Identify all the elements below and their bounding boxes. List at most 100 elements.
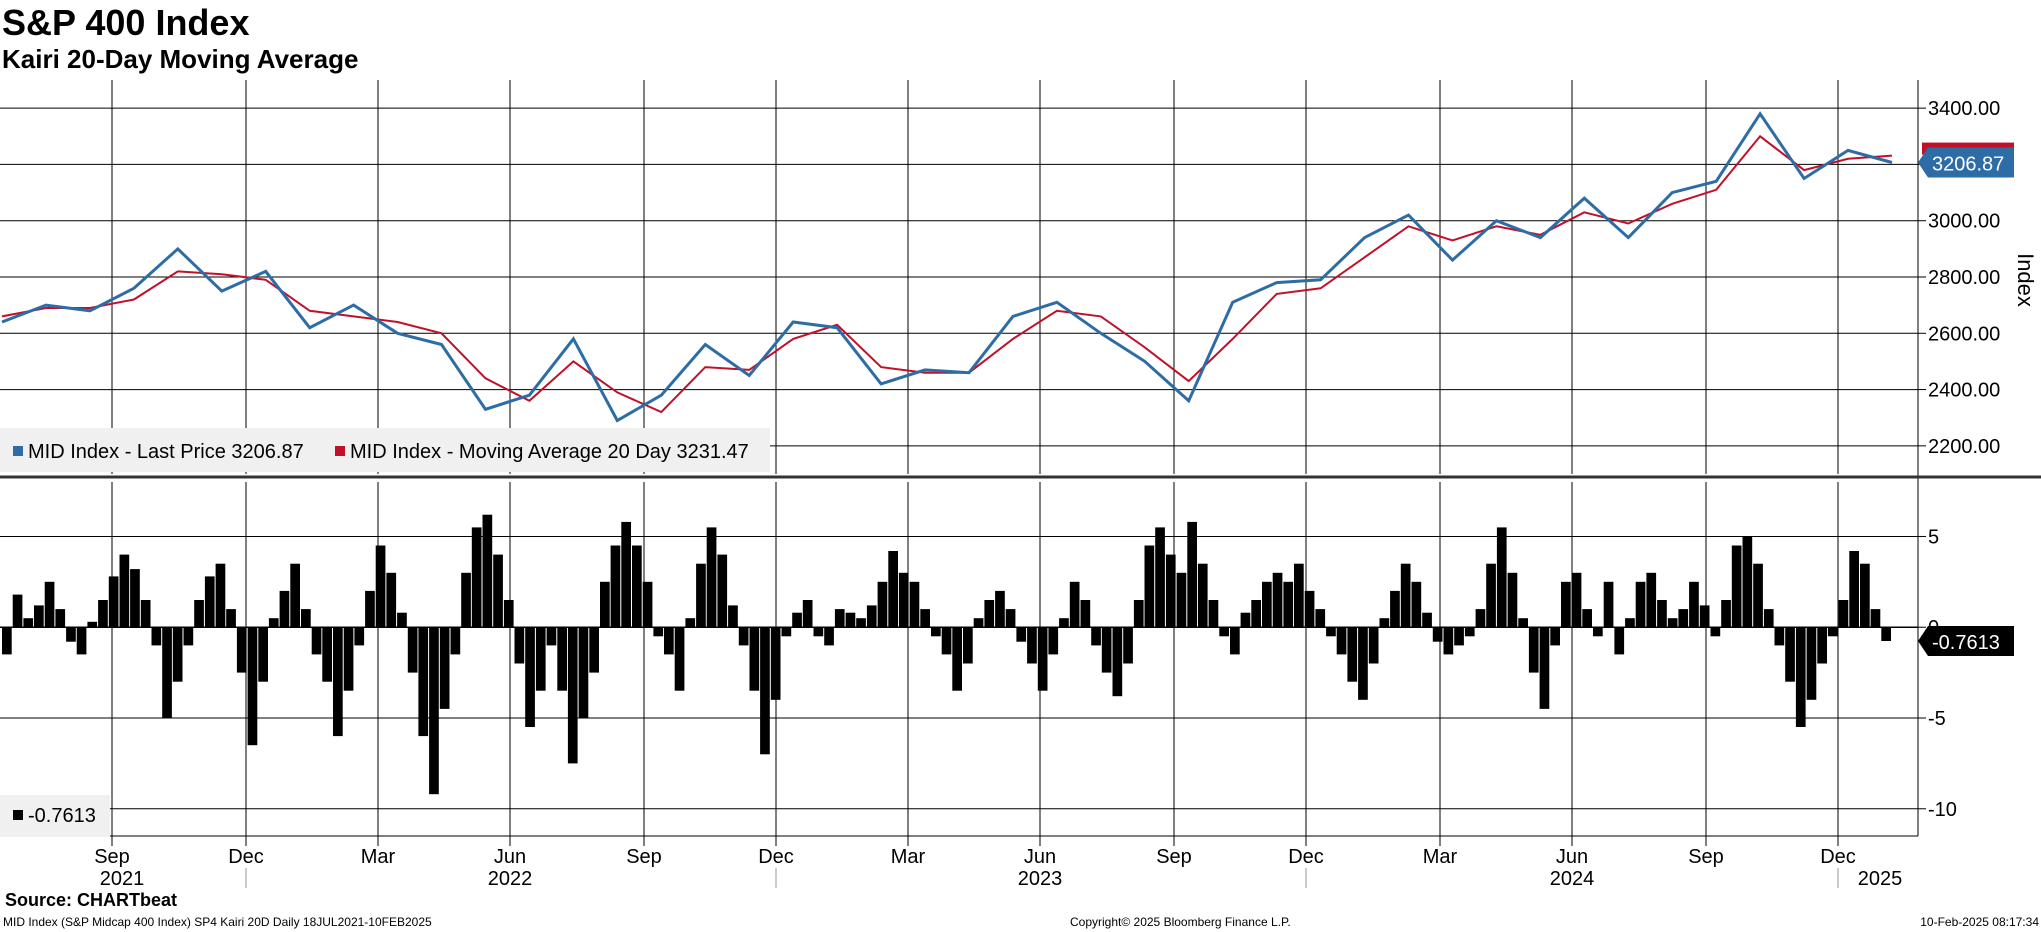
y-tick-labels: 2200.002400.002600.002800.003000.003200.… <box>1928 98 2000 821</box>
chart-title: S&P 400 Index <box>2 2 250 43</box>
kairi-bar <box>1368 627 1379 664</box>
kairi-bar <box>952 627 962 691</box>
kairi-bar <box>1411 581 1422 628</box>
month-tick-label: Mar <box>1423 846 1458 868</box>
kairi-bar <box>1294 563 1304 628</box>
kairi-bar <box>1742 536 1753 628</box>
kairi-bar <box>301 609 311 628</box>
kairi-bar <box>1689 581 1699 628</box>
kairi-bar <box>397 612 407 628</box>
month-tick-label: Mar <box>361 846 396 868</box>
kairi-bar <box>1827 627 1838 637</box>
kairi-bar <box>1849 551 1859 628</box>
kairi-bar <box>1133 600 1144 628</box>
kairi-bar <box>1347 627 1358 682</box>
month-tick-label: Dec <box>1288 846 1324 868</box>
kairi-bar <box>1561 581 1571 628</box>
year-tick-label: 2022 <box>488 868 533 890</box>
kairi-bar <box>685 618 696 628</box>
kairi-bar <box>632 545 642 628</box>
upper-y-tick-label: 2400.00 <box>1928 380 2000 402</box>
kairi-bar <box>1027 627 1037 664</box>
kairi-bar <box>279 590 290 628</box>
y-axis-label: Index <box>2013 253 2038 307</box>
kairi-bar <box>98 600 108 628</box>
kairi-bar <box>834 609 845 628</box>
kairi-bar <box>1774 627 1785 646</box>
kairi-bar <box>450 627 461 655</box>
kairi-bar <box>1037 627 1048 691</box>
kairi-bar <box>706 527 717 628</box>
kairi-bar <box>1187 521 1197 628</box>
kairi-bar <box>1785 627 1795 682</box>
footer-copyright: Copyright© 2025 Bloomberg Finance L.P. <box>1070 915 1291 929</box>
kairi-bar <box>1304 590 1315 628</box>
kairi-bar <box>1603 581 1614 628</box>
kairi-bar <box>1208 600 1219 628</box>
month-tick-label: Dec <box>758 846 794 868</box>
legend-ma-swatch <box>335 446 345 456</box>
last-value-tags: 3206.87 -0.7613 <box>1918 142 2014 657</box>
month-tick-label: Sep <box>626 846 662 868</box>
kairi-bar <box>1699 605 1710 628</box>
kairi-bar <box>1059 618 1069 628</box>
month-tick-label: Jun <box>1556 846 1588 868</box>
lower-legend: -0.7613 <box>0 795 110 837</box>
kairi-bar <box>888 551 898 628</box>
kairi-bar <box>1101 627 1112 673</box>
kairi-bar <box>963 627 973 664</box>
kairi-bar <box>1625 618 1635 628</box>
kairi-bar <box>333 627 343 737</box>
year-tick-label: 2025 <box>1858 868 1903 890</box>
kairi-bar <box>247 627 258 746</box>
legend-kairi-label: -0.7613 <box>28 805 96 827</box>
kairi-bar <box>1667 618 1678 628</box>
kairi-bar <box>1016 627 1027 642</box>
upper-y-tick-label: 2200.00 <box>1928 436 2000 458</box>
kairi-bar <box>535 627 546 691</box>
kairi-bar <box>1155 527 1165 628</box>
kairi-bar <box>1870 609 1881 628</box>
kairi-bar <box>130 569 140 628</box>
legend-ma-label: MID Index - Moving Average 20 Day 3231.4… <box>350 441 749 463</box>
kairi-bar <box>621 521 631 628</box>
kairi-bar <box>1593 627 1603 637</box>
kairi-bar <box>386 572 397 628</box>
kairi-bar <box>119 554 130 628</box>
kairi-bar <box>1763 609 1774 628</box>
kairi-bar <box>877 581 888 628</box>
x-tick-labels: Sep Dec Mar Jun Sep Dec Mar Jun Sep Dec Mar Jun Sep D… <box>94 846 1902 890</box>
kairi-bar <box>162 627 172 718</box>
kairi-bar <box>717 554 728 628</box>
kairi-bar <box>973 618 984 628</box>
kairi-bar <box>546 627 557 646</box>
kairi-bar <box>1464 627 1475 637</box>
kairi-bar <box>1005 609 1016 628</box>
kairi-bar <box>66 627 76 642</box>
kairi-bar <box>1710 627 1721 637</box>
kairi-bar <box>1657 600 1667 628</box>
kairi-bar <box>610 545 621 628</box>
kairi-bar <box>503 600 514 628</box>
lower-panel-grid <box>0 535 1926 810</box>
kairi-bar <box>802 600 813 628</box>
kairi-last-value: -0.7613 <box>1932 632 2000 654</box>
month-tick-label: Mar <box>891 846 926 868</box>
kairi-bar <box>76 627 87 655</box>
kairi-bar <box>813 627 824 637</box>
month-tick-label: Sep <box>1156 846 1192 868</box>
kairi-bar <box>258 627 268 682</box>
kairi-bar <box>1080 600 1091 628</box>
kairi-bar <box>429 627 439 795</box>
kairi-bar <box>1283 581 1294 628</box>
kairi-bar <box>55 609 66 628</box>
kairi-bar <box>1400 563 1411 628</box>
kairi-bar <box>984 600 995 628</box>
kairi-bar <box>482 514 493 628</box>
kairi-bar <box>1315 609 1326 628</box>
kairi-bar <box>1539 627 1550 709</box>
kairi-bar <box>290 563 300 628</box>
kairi-bar <box>1496 527 1507 628</box>
kairi-bar <box>1817 627 1827 664</box>
kairi-bar <box>1165 554 1176 628</box>
